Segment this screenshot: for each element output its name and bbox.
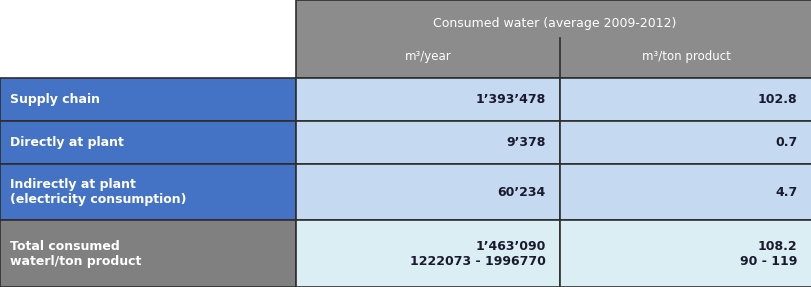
Text: Consumed water (average 2009-2012): Consumed water (average 2009-2012) (432, 17, 675, 30)
Text: 9’378: 9’378 (506, 136, 545, 149)
Bar (0, 164, 296, 220)
Text: Directly at plant: Directly at plant (10, 136, 123, 149)
Bar (296, 121, 560, 164)
Bar (296, 220, 560, 287)
Text: 4.7: 4.7 (775, 186, 796, 199)
Text: m³/year: m³/year (405, 50, 451, 63)
Text: 108.2
90 - 119: 108.2 90 - 119 (739, 240, 796, 268)
Bar (560, 220, 811, 287)
Bar (560, 164, 811, 220)
Bar (296, 78, 560, 121)
Bar (0, 78, 296, 121)
Bar (0, 121, 296, 164)
Bar (296, 164, 560, 220)
Text: 0.7: 0.7 (775, 136, 796, 149)
Bar (560, 78, 811, 121)
Bar (296, 0, 811, 78)
Bar (0, 220, 296, 287)
Text: Total consumed
waterl/ton product: Total consumed waterl/ton product (10, 240, 141, 268)
Bar (0, 0, 296, 78)
Text: Supply chain: Supply chain (10, 93, 100, 106)
Text: m³/ton product: m³/ton product (641, 50, 730, 63)
Text: 1’463’090
1222073 - 1996770: 1’463’090 1222073 - 1996770 (410, 240, 545, 268)
Bar (560, 121, 811, 164)
Text: 102.8: 102.8 (757, 93, 796, 106)
Text: Indirectly at plant
(electricity consumption): Indirectly at plant (electricity consump… (10, 179, 186, 206)
Text: 60’234: 60’234 (497, 186, 545, 199)
Text: 1’393’478: 1’393’478 (474, 93, 545, 106)
